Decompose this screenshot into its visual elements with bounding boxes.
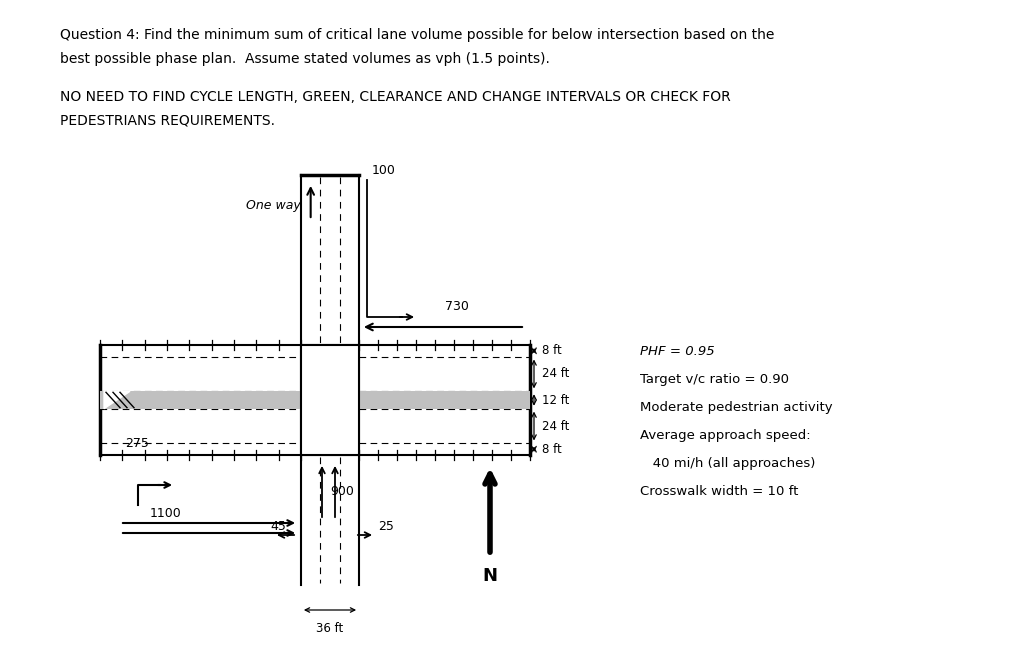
- Text: 45: 45: [270, 521, 285, 533]
- Text: 8 ft: 8 ft: [542, 443, 561, 456]
- Text: 275: 275: [125, 437, 149, 450]
- Polygon shape: [104, 391, 129, 409]
- Text: Question 4: Find the minimum sum of critical lane volume possible for below inte: Question 4: Find the minimum sum of crit…: [60, 28, 773, 42]
- Text: 40 mi/h (all approaches): 40 mi/h (all approaches): [639, 457, 815, 470]
- Text: Average approach speed:: Average approach speed:: [639, 429, 810, 442]
- Text: One way: One way: [246, 198, 300, 211]
- Text: NO NEED TO FIND CYCLE LENGTH, GREEN, CLEARANCE AND CHANGE INTERVALS OR CHECK FOR: NO NEED TO FIND CYCLE LENGTH, GREEN, CLE…: [60, 90, 730, 104]
- Bar: [100, 391, 300, 409]
- Text: 100: 100: [372, 164, 395, 177]
- Text: 12 ft: 12 ft: [542, 394, 569, 406]
- Text: Target v/c ratio = 0.90: Target v/c ratio = 0.90: [639, 373, 789, 386]
- Text: best possible phase plan.  Assume stated volumes as vph (1.5 points).: best possible phase plan. Assume stated …: [60, 52, 549, 66]
- Text: Crosswalk width = 10 ft: Crosswalk width = 10 ft: [639, 485, 798, 498]
- Text: Moderate pedestrian activity: Moderate pedestrian activity: [639, 401, 832, 414]
- Bar: [359, 391, 530, 409]
- Text: 24 ft: 24 ft: [542, 368, 569, 380]
- Text: 1100: 1100: [150, 507, 182, 520]
- Text: 8 ft: 8 ft: [542, 344, 561, 357]
- Text: 730: 730: [445, 300, 468, 313]
- Text: 25: 25: [378, 521, 393, 533]
- Text: 24 ft: 24 ft: [542, 420, 569, 432]
- Bar: [300, 345, 359, 455]
- Text: 36 ft: 36 ft: [316, 622, 344, 635]
- Text: N: N: [482, 567, 497, 585]
- Text: 900: 900: [330, 485, 354, 498]
- Text: PEDESTRIANS REQUIREMENTS.: PEDESTRIANS REQUIREMENTS.: [60, 114, 275, 128]
- Text: PHF = 0.95: PHF = 0.95: [639, 345, 714, 358]
